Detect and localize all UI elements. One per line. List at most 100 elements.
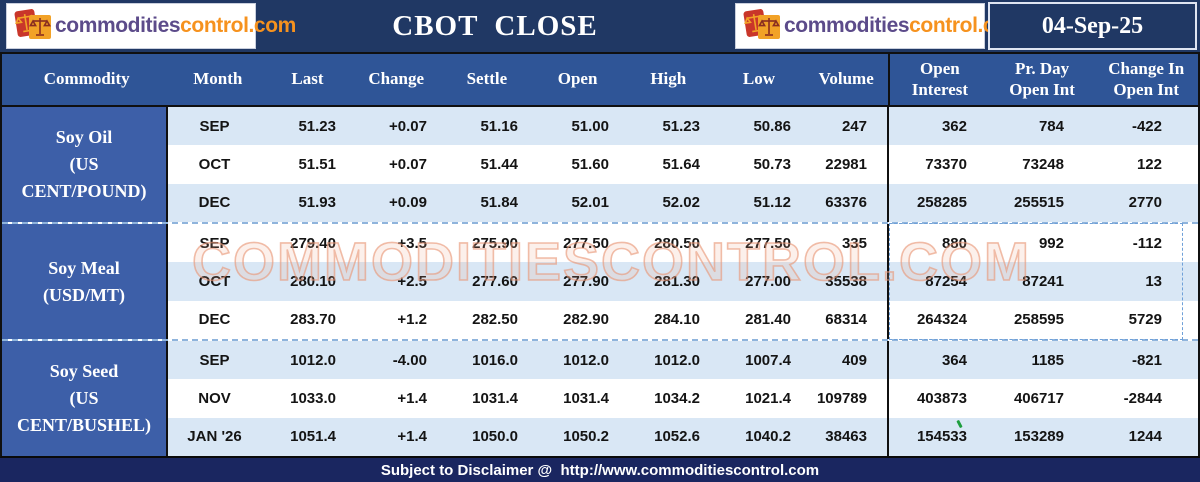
cell-last: 279.40 xyxy=(290,234,336,252)
logo-text-commodities: commodities xyxy=(784,14,910,37)
cell-open: 51.00 xyxy=(571,117,609,135)
commodity-label: Soy Meal (USD/MT) xyxy=(2,224,168,339)
cell-settle: 282.50 xyxy=(472,311,518,329)
table-row: DEC 51.93 +0.09 51.84 52.01 52.02 51.12 … xyxy=(168,183,1198,222)
cell-open-interest: 73370 xyxy=(887,145,989,184)
cell-volume: 68314 xyxy=(825,311,867,329)
col-header-volume: Volume xyxy=(818,69,874,89)
col-header-month: Month xyxy=(193,69,243,89)
cell-high: 51.64 xyxy=(662,155,700,173)
cell-low: 1007.4 xyxy=(745,351,791,369)
cell-month: OCT xyxy=(198,272,231,290)
cell-last: 51.23 xyxy=(298,117,336,135)
cell-change-in-open-int: 5729 xyxy=(1128,311,1162,329)
cell-prev-day-open-int: 73248 xyxy=(1022,155,1064,173)
cell-month: NOV xyxy=(198,389,231,407)
logo-wordmark: commoditiescontrol.com xyxy=(55,14,296,38)
table-row: SEP 51.23 +0.07 51.16 51.00 51.23 50.86 … xyxy=(168,107,1198,146)
cell-open-interest: 364 xyxy=(887,341,989,380)
top-banner: commoditiescontrol.com CBOT CLOSE xyxy=(0,0,1200,52)
futures-table: Commodity Month Last Change Settle Open … xyxy=(0,52,1200,458)
table-row: JAN '26 1051.4 +1.4 1050.0 1050.2 1052.6… xyxy=(168,417,1198,456)
cell-open-interest: 258285 xyxy=(887,183,989,222)
logo-right: commoditiescontrol.com xyxy=(735,3,1025,49)
cell-high: 1052.6 xyxy=(654,428,700,446)
cell-change: +0.07 xyxy=(389,117,427,135)
table-header-row: Commodity Month Last Change Settle Open … xyxy=(2,52,1198,107)
cell-last: 1012.0 xyxy=(290,351,336,369)
cell-change-in-open-int: -422 xyxy=(1131,117,1162,135)
cell-change-in-open-int: 122 xyxy=(1136,155,1162,173)
cell-low: 281.40 xyxy=(745,311,791,329)
cell-volume: 247 xyxy=(841,117,867,135)
cell-open: 282.90 xyxy=(563,311,609,329)
table-body: Soy Oil (US CENT/POUND) SEP 51.23 +0.07 … xyxy=(2,107,1198,456)
cell-high: 281.30 xyxy=(654,272,700,290)
cell-month: SEP xyxy=(199,351,230,369)
cell-open-interest: 264324 xyxy=(887,300,989,339)
cell-month: OCT xyxy=(198,155,231,173)
cell-change: +2.5 xyxy=(397,272,427,290)
col-header-low: Low xyxy=(742,69,776,89)
col-header-settle: Settle xyxy=(466,69,508,89)
cell-low: 1040.2 xyxy=(745,428,791,446)
cell-last: 1051.4 xyxy=(290,428,336,446)
cell-month: DEC xyxy=(198,311,231,329)
cell-high: 51.23 xyxy=(662,117,700,135)
section-soy-seed: Soy Seed (US CENT/BUSHEL) SEP 1012.0 -4.… xyxy=(2,341,1198,456)
col-header-open: Open xyxy=(557,69,598,89)
cell-low: 277.00 xyxy=(745,272,791,290)
section-soy-meal: Soy Meal (USD/MT) SEP 279.40 +3.5 275.90… xyxy=(2,224,1198,341)
disclaimer-link[interactable]: Subject to Disclaimer @ http://www.commo… xyxy=(380,461,820,479)
cell-volume: 335 xyxy=(841,234,867,252)
cell-high: 284.10 xyxy=(654,311,700,329)
scales-logo-icon xyxy=(742,6,782,46)
cell-open: 277.90 xyxy=(563,272,609,290)
cell-change: +1.4 xyxy=(397,389,427,407)
col-header-change-in-open-int: Change In Open Int xyxy=(1108,59,1185,99)
cell-low: 50.86 xyxy=(753,117,791,135)
cell-open: 1031.4 xyxy=(563,389,609,407)
section-soy-oil: Soy Oil (US CENT/POUND) SEP 51.23 +0.07 … xyxy=(2,107,1198,224)
commodity-label: Soy Oil (US CENT/POUND) xyxy=(2,107,168,222)
cell-prev-day-open-int: 87241 xyxy=(1022,272,1064,290)
cell-open-interest: 154533 xyxy=(887,417,989,456)
cell-change-in-open-int: 1244 xyxy=(1128,428,1162,446)
table-row: DEC 283.70 +1.2 282.50 282.90 284.10 281… xyxy=(168,300,1198,339)
report-title: CBOT CLOSE xyxy=(392,9,598,42)
cell-change: +1.4 xyxy=(397,428,427,446)
cell-volume: 409 xyxy=(841,351,867,369)
cell-volume: 35538 xyxy=(825,272,867,290)
cell-change: +0.09 xyxy=(389,194,427,212)
cell-open-interest: 403873 xyxy=(887,379,989,418)
logo-left: commoditiescontrol.com xyxy=(6,3,296,49)
cell-month: SEP xyxy=(199,117,230,135)
col-header-change: Change xyxy=(368,69,425,89)
commodity-label: Soy Seed (US CENT/BUSHEL) xyxy=(2,341,168,456)
cell-low: 1021.4 xyxy=(745,389,791,407)
cell-settle: 51.44 xyxy=(480,155,518,173)
cell-change-in-open-int: 13 xyxy=(1145,272,1162,290)
cell-last: 51.93 xyxy=(298,194,336,212)
cell-high: 1034.2 xyxy=(654,389,700,407)
scales-logo-icon xyxy=(13,6,53,46)
cell-last: 283.70 xyxy=(290,311,336,329)
cell-settle: 1016.0 xyxy=(472,351,518,369)
cell-high: 52.02 xyxy=(662,194,700,212)
cell-month: DEC xyxy=(198,194,231,212)
disclaimer-bar: Subject to Disclaimer @ http://www.commo… xyxy=(0,458,1200,482)
cell-prev-day-open-int: 258595 xyxy=(1013,311,1064,329)
cell-change: +0.07 xyxy=(389,155,427,173)
cell-low: 51.12 xyxy=(753,194,791,212)
cell-prev-day-open-int: 153289 xyxy=(1013,428,1064,446)
cell-change: -4.00 xyxy=(392,351,427,369)
cell-prev-day-open-int: 406717 xyxy=(1013,389,1064,407)
cell-volume: 38463 xyxy=(825,428,867,446)
cell-last: 280.10 xyxy=(290,272,336,290)
table-row: OCT 280.10 +2.5 277.60 277.90 281.30 277… xyxy=(168,262,1198,301)
cell-last: 51.51 xyxy=(298,155,336,173)
cell-settle: 51.16 xyxy=(480,117,518,135)
cell-month: SEP xyxy=(199,234,230,252)
cell-high: 1012.0 xyxy=(654,351,700,369)
